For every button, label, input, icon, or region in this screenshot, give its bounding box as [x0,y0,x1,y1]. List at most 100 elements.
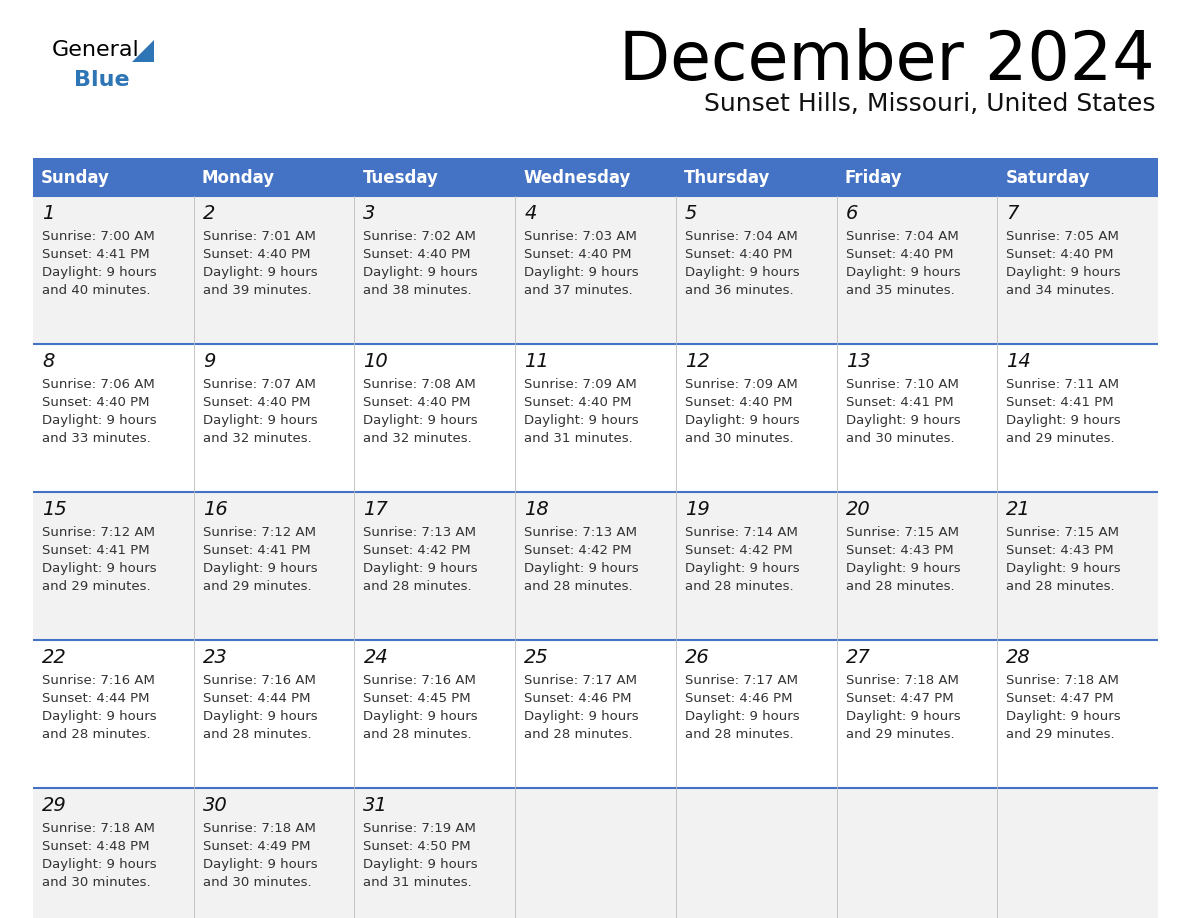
Text: 4: 4 [524,204,537,223]
Text: and 29 minutes.: and 29 minutes. [1006,728,1114,741]
Text: and 35 minutes.: and 35 minutes. [846,284,954,297]
Text: Sunrise: 7:12 AM: Sunrise: 7:12 AM [203,526,316,539]
Bar [33,492,1158,640]
Text: and 32 minutes.: and 32 minutes. [203,432,311,445]
Text: Sunrise: 7:18 AM: Sunrise: 7:18 AM [203,822,316,835]
Text: 2: 2 [203,204,215,223]
Bar [676,158,836,196]
Text: Sunset: 4:47 PM: Sunset: 4:47 PM [846,692,953,705]
Text: Sunrise: 7:18 AM: Sunrise: 7:18 AM [1006,674,1119,687]
Text: 30: 30 [203,796,227,815]
Text: Sunset: 4:46 PM: Sunset: 4:46 PM [684,692,792,705]
Text: Sunrise: 7:00 AM: Sunrise: 7:00 AM [42,230,154,243]
Text: and 28 minutes.: and 28 minutes. [524,580,633,593]
Text: and 34 minutes.: and 34 minutes. [1006,284,1114,297]
Text: General: General [52,40,140,60]
Text: Daylight: 9 hours: Daylight: 9 hours [1006,562,1121,575]
Text: December 2024: December 2024 [619,28,1155,94]
Text: Thursday: Thursday [684,169,770,187]
Text: and 30 minutes.: and 30 minutes. [42,876,151,889]
Bar [33,196,1158,344]
Text: Sunrise: 7:19 AM: Sunrise: 7:19 AM [364,822,476,835]
Text: Sunset: 4:42 PM: Sunset: 4:42 PM [684,544,792,557]
Text: Daylight: 9 hours: Daylight: 9 hours [364,858,478,871]
Text: Sunrise: 7:16 AM: Sunrise: 7:16 AM [203,674,316,687]
Text: Sunset: 4:42 PM: Sunset: 4:42 PM [524,544,632,557]
Text: Sunrise: 7:18 AM: Sunrise: 7:18 AM [846,674,959,687]
Text: and 37 minutes.: and 37 minutes. [524,284,633,297]
Text: Daylight: 9 hours: Daylight: 9 hours [42,266,157,279]
Text: Sunday: Sunday [42,169,109,187]
Text: and 28 minutes.: and 28 minutes. [684,728,794,741]
Text: and 36 minutes.: and 36 minutes. [684,284,794,297]
Text: Daylight: 9 hours: Daylight: 9 hours [364,266,478,279]
Text: 8: 8 [42,352,55,371]
Text: 23: 23 [203,648,227,667]
Text: Sunset: 4:46 PM: Sunset: 4:46 PM [524,692,632,705]
Text: and 28 minutes.: and 28 minutes. [364,580,472,593]
Text: and 29 minutes.: and 29 minutes. [1006,432,1114,445]
Text: and 33 minutes.: and 33 minutes. [42,432,151,445]
Text: Sunset: 4:43 PM: Sunset: 4:43 PM [846,544,953,557]
Text: 13: 13 [846,352,871,371]
Text: Sunset: 4:41 PM: Sunset: 4:41 PM [42,544,150,557]
Text: Daylight: 9 hours: Daylight: 9 hours [42,710,157,723]
Text: Daylight: 9 hours: Daylight: 9 hours [684,414,800,427]
Text: Daylight: 9 hours: Daylight: 9 hours [524,266,639,279]
Text: Sunrise: 7:17 AM: Sunrise: 7:17 AM [524,674,637,687]
Text: and 30 minutes.: and 30 minutes. [846,432,954,445]
Text: and 28 minutes.: and 28 minutes. [684,580,794,593]
Text: 27: 27 [846,648,871,667]
Text: 29: 29 [42,796,67,815]
Text: and 39 minutes.: and 39 minutes. [203,284,311,297]
Text: 28: 28 [1006,648,1031,667]
Text: Daylight: 9 hours: Daylight: 9 hours [364,414,478,427]
Text: and 28 minutes.: and 28 minutes. [203,728,311,741]
Text: Daylight: 9 hours: Daylight: 9 hours [524,414,639,427]
Text: Sunrise: 7:13 AM: Sunrise: 7:13 AM [524,526,637,539]
Text: Sunrise: 7:16 AM: Sunrise: 7:16 AM [42,674,154,687]
Text: Sunset: 4:41 PM: Sunset: 4:41 PM [846,396,953,409]
Text: Sunrise: 7:08 AM: Sunrise: 7:08 AM [364,378,476,391]
Text: Daylight: 9 hours: Daylight: 9 hours [364,710,478,723]
Text: Sunrise: 7:07 AM: Sunrise: 7:07 AM [203,378,316,391]
Text: Sunrise: 7:09 AM: Sunrise: 7:09 AM [524,378,637,391]
Text: 21: 21 [1006,500,1031,519]
Text: Sunrise: 7:05 AM: Sunrise: 7:05 AM [1006,230,1119,243]
Text: Daylight: 9 hours: Daylight: 9 hours [203,414,317,427]
Text: and 31 minutes.: and 31 minutes. [524,432,633,445]
Bar [194,158,354,196]
Text: and 40 minutes.: and 40 minutes. [42,284,151,297]
Text: 16: 16 [203,500,227,519]
Text: Daylight: 9 hours: Daylight: 9 hours [203,266,317,279]
Text: Sunrise: 7:12 AM: Sunrise: 7:12 AM [42,526,154,539]
Text: Daylight: 9 hours: Daylight: 9 hours [846,414,960,427]
Text: Sunrise: 7:15 AM: Sunrise: 7:15 AM [846,526,959,539]
Text: Sunrise: 7:15 AM: Sunrise: 7:15 AM [1006,526,1119,539]
Text: Sunrise: 7:09 AM: Sunrise: 7:09 AM [684,378,797,391]
Text: and 29 minutes.: and 29 minutes. [846,728,954,741]
Text: and 28 minutes.: and 28 minutes. [1006,580,1114,593]
Text: Sunset: 4:40 PM: Sunset: 4:40 PM [203,396,310,409]
Text: Sunset: 4:42 PM: Sunset: 4:42 PM [364,544,472,557]
Text: Daylight: 9 hours: Daylight: 9 hours [846,562,960,575]
Text: and 29 minutes.: and 29 minutes. [203,580,311,593]
Polygon shape [132,40,154,62]
Text: Daylight: 9 hours: Daylight: 9 hours [846,266,960,279]
Text: Wednesday: Wednesday [523,169,631,187]
Text: Sunrise: 7:02 AM: Sunrise: 7:02 AM [364,230,476,243]
Text: and 32 minutes.: and 32 minutes. [364,432,472,445]
Text: Daylight: 9 hours: Daylight: 9 hours [364,562,478,575]
Text: Sunset: 4:40 PM: Sunset: 4:40 PM [684,396,792,409]
Text: 12: 12 [684,352,709,371]
Text: Sunset: 4:40 PM: Sunset: 4:40 PM [364,396,470,409]
Text: 25: 25 [524,648,549,667]
Text: 10: 10 [364,352,388,371]
Text: Sunset: 4:40 PM: Sunset: 4:40 PM [684,248,792,261]
Bar [997,158,1158,196]
Text: Sunrise: 7:06 AM: Sunrise: 7:06 AM [42,378,154,391]
Text: Daylight: 9 hours: Daylight: 9 hours [1006,414,1121,427]
Text: 3: 3 [364,204,375,223]
Text: 6: 6 [846,204,858,223]
Text: 20: 20 [846,500,871,519]
